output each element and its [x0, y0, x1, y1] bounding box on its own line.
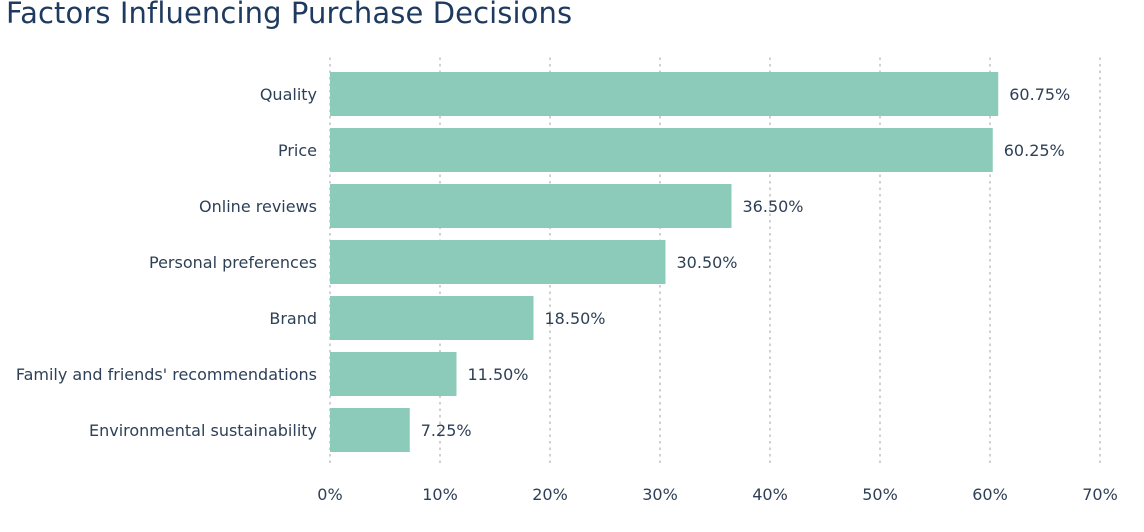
bars [330, 72, 999, 452]
x-tick-label: 20% [532, 485, 568, 504]
category-label: Family and friends' recommendations [16, 365, 317, 384]
bar [330, 72, 999, 116]
x-tick-label: 10% [422, 485, 458, 504]
value-labels: 60.75% 60.25% 36.50% 30.50% 18.50% 11.50% 7.25… [421, 85, 1071, 440]
category-label: Online reviews [199, 197, 317, 216]
category-label: Quality [260, 85, 317, 104]
x-tick-label: 60% [972, 485, 1008, 504]
category-label: Environmental sustainability [89, 421, 317, 440]
x-tick-label: 40% [752, 485, 788, 504]
x-tick-label: 50% [862, 485, 898, 504]
value-label: 36.50% [743, 197, 804, 216]
category-label: Price [278, 141, 317, 160]
value-label: 7.25% [421, 421, 472, 440]
bar [330, 184, 732, 228]
bar [330, 408, 410, 452]
bar [330, 128, 993, 172]
value-label: 60.75% [1009, 85, 1070, 104]
x-tick-label: 70% [1082, 485, 1118, 504]
value-label: 30.50% [677, 253, 738, 272]
category-labels: Quality Price Online reviews Personal prefe… [16, 85, 317, 440]
category-label: Brand [269, 309, 317, 328]
gridlines [329, 57, 1101, 467]
bar [330, 352, 457, 396]
x-tick-label: 0% [317, 485, 342, 504]
category-label: Personal preferences [149, 253, 317, 272]
bar [330, 240, 666, 284]
x-tick-label: 30% [642, 485, 678, 504]
value-label: 60.25% [1004, 141, 1065, 160]
chart-title: Factors Influencing Purchase Decisions [6, 0, 573, 30]
bar [330, 296, 534, 340]
value-label: 11.50% [468, 365, 529, 384]
value-label: 18.50% [545, 309, 606, 328]
x-axis-tick-labels: 0% 10% 20% 30% 40% 50% 60% 70% [317, 485, 1117, 504]
